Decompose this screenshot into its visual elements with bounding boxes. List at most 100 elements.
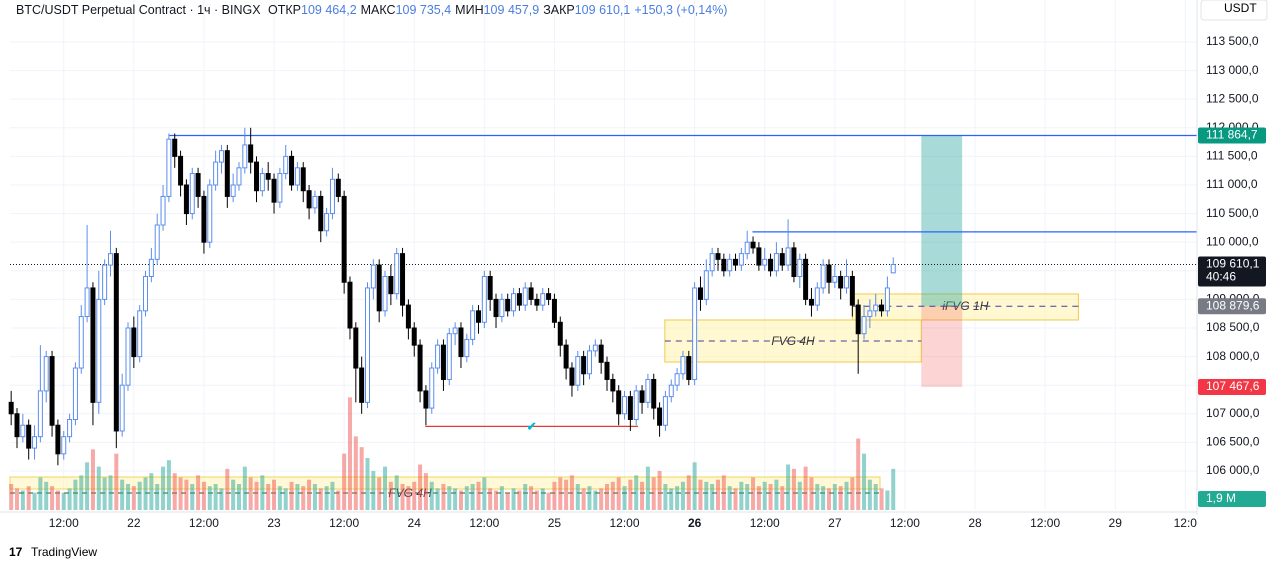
x-tick-label: 12:00: [750, 516, 780, 530]
volume-bar: [587, 486, 592, 510]
volume-bar: [394, 475, 399, 510]
volume-bar: [342, 453, 347, 510]
candle-body: [657, 407, 663, 426]
candle-body: [855, 304, 861, 335]
candle-body: [43, 356, 49, 392]
candle-body: [347, 281, 353, 329]
candle-body: [592, 344, 598, 352]
volume-bar: [675, 486, 680, 510]
candle-body: [143, 276, 149, 312]
candle-body: [546, 293, 552, 300]
volume-bar: [680, 481, 685, 510]
volume-bar: [879, 488, 884, 510]
candle-body: [622, 396, 628, 415]
candle-body: [312, 195, 318, 209]
fvg-label: FVG 4H: [771, 334, 815, 348]
candle-body: [867, 310, 873, 318]
volume-bar: [569, 475, 574, 510]
volume-bar: [862, 453, 867, 510]
volume-bar: [517, 490, 522, 510]
volume-bar: [32, 492, 37, 510]
countdown: 40:46: [1206, 270, 1236, 284]
candle-body: [189, 173, 195, 215]
candle-body: [785, 247, 791, 266]
volume-bar: [85, 462, 90, 510]
candle-body: [750, 241, 756, 249]
volume-bar: [114, 453, 119, 510]
volume-bar: [272, 479, 277, 510]
candle-body: [370, 264, 376, 289]
candle-body: [884, 287, 890, 312]
volume-bar: [96, 466, 101, 510]
volume-bar: [38, 477, 43, 510]
volume-bar: [628, 479, 633, 510]
volume-bar: [686, 475, 691, 510]
field-name: ОТКР: [268, 3, 302, 17]
candle-body: [487, 276, 493, 300]
candle-body: [703, 270, 709, 300]
volume-bar: [67, 488, 72, 510]
volume-bar: [774, 479, 779, 510]
candle-body: [230, 184, 236, 197]
candle-body: [400, 253, 406, 306]
candle-body: [470, 310, 476, 340]
candle-body: [668, 384, 674, 398]
field-value: 109 735,4: [395, 3, 452, 17]
candle-body: [516, 293, 522, 306]
candle-body: [768, 258, 774, 272]
volume-bar: [248, 477, 253, 510]
candle-body: [242, 144, 248, 169]
field-name: ЗАКР: [543, 3, 575, 17]
candle-body: [224, 150, 230, 197]
volume-bar: [149, 473, 154, 510]
candle-body: [382, 276, 388, 312]
volume-bar: [9, 484, 14, 510]
x-tick-label: 12:00: [329, 516, 359, 530]
volume-bar: [336, 490, 341, 510]
field-name: МАКС: [360, 3, 396, 17]
volume-bar: [534, 490, 539, 510]
last-price-box: [1198, 256, 1266, 287]
volume-bar: [20, 490, 25, 510]
volume-bar: [710, 484, 715, 510]
volume-bar: [213, 484, 218, 510]
volume-bar: [616, 477, 621, 510]
candle-body: [353, 327, 359, 369]
candle-body: [55, 424, 61, 455]
volume-bar: [26, 486, 31, 510]
candle-body: [452, 327, 458, 335]
volume-bar: [826, 488, 831, 510]
candle-body: [107, 253, 113, 266]
volume-value-label: 1,9 M: [1206, 491, 1236, 505]
volume-bar: [178, 477, 183, 510]
volume-bar: [558, 477, 563, 510]
volume-bar: [347, 397, 352, 510]
candle-body: [744, 241, 750, 255]
volume-bar: [55, 490, 60, 510]
candle-body: [405, 304, 411, 329]
candle-body: [680, 356, 686, 375]
volume-bar: [797, 481, 802, 510]
volume-bar: [184, 479, 189, 510]
volume-bar: [108, 475, 113, 510]
volume-bar: [102, 477, 107, 510]
candle-body: [779, 253, 785, 266]
volume-bar: [161, 466, 166, 510]
stop-price-label: 107 467,6: [1206, 379, 1260, 393]
volume-bar: [260, 475, 265, 510]
volume-bar: [423, 473, 428, 510]
candle-body: [797, 258, 803, 278]
candle-body: [692, 287, 698, 380]
candle-body: [32, 436, 38, 449]
volume-bar: [838, 486, 843, 510]
y-tick-label: 111 000,0: [1206, 177, 1258, 191]
candle-body: [511, 293, 517, 312]
candle-body: [61, 436, 67, 455]
volume-bar: [412, 481, 417, 510]
candle-body: [14, 413, 20, 438]
volume-bar: [61, 492, 66, 510]
volume-bar: [172, 473, 177, 510]
y-tick-label: 108 500,0: [1206, 320, 1260, 334]
candle-body: [166, 138, 172, 197]
